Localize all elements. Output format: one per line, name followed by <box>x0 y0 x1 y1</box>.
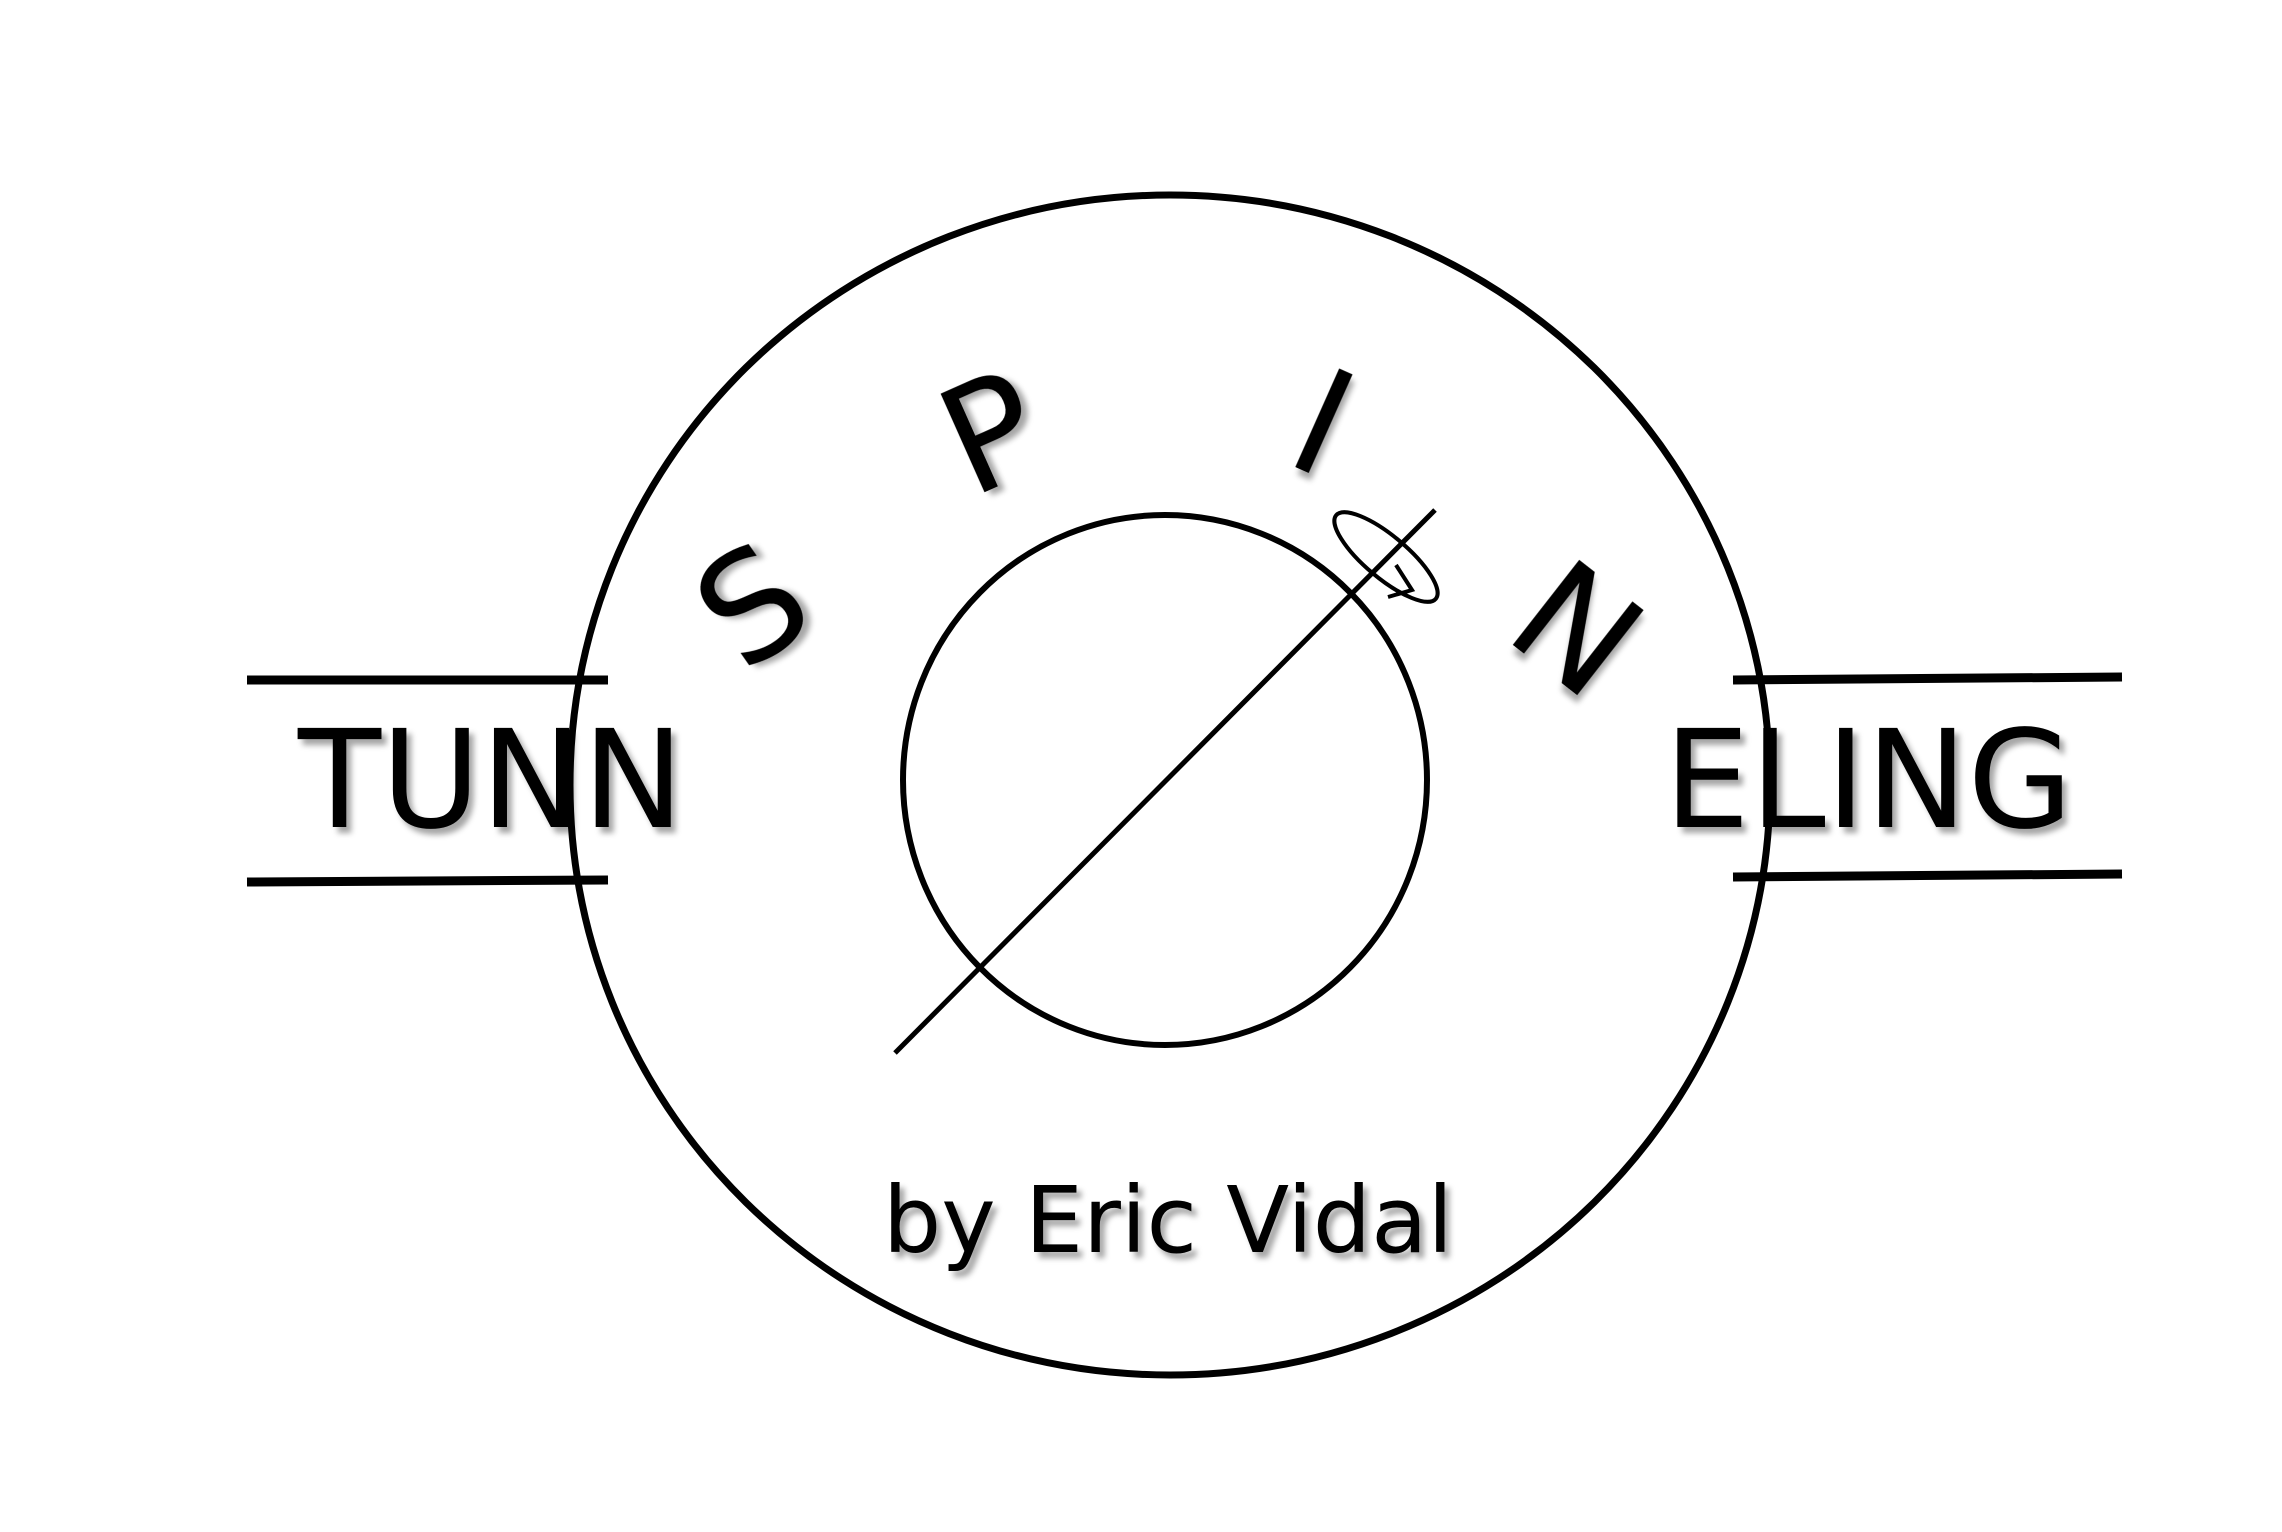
arc-letter-n: N <box>1480 528 1673 732</box>
left-bars <box>246 675 609 887</box>
inner-circle <box>900 512 1430 1048</box>
left-word: TUNN <box>297 702 684 860</box>
arc-letter-i: I <box>1268 336 1378 511</box>
right-bars <box>1732 672 2123 882</box>
arc-letter-s: S <box>665 509 841 704</box>
rotation-arrow-icon <box>1332 510 1440 604</box>
byline: by Eric Vidal <box>883 1167 1453 1274</box>
arc-letter-p: P <box>916 337 1067 530</box>
right-word: ELING <box>1664 702 2073 860</box>
outer-ellipse <box>566 191 1774 1379</box>
spin-axis-line <box>893 508 1437 1055</box>
